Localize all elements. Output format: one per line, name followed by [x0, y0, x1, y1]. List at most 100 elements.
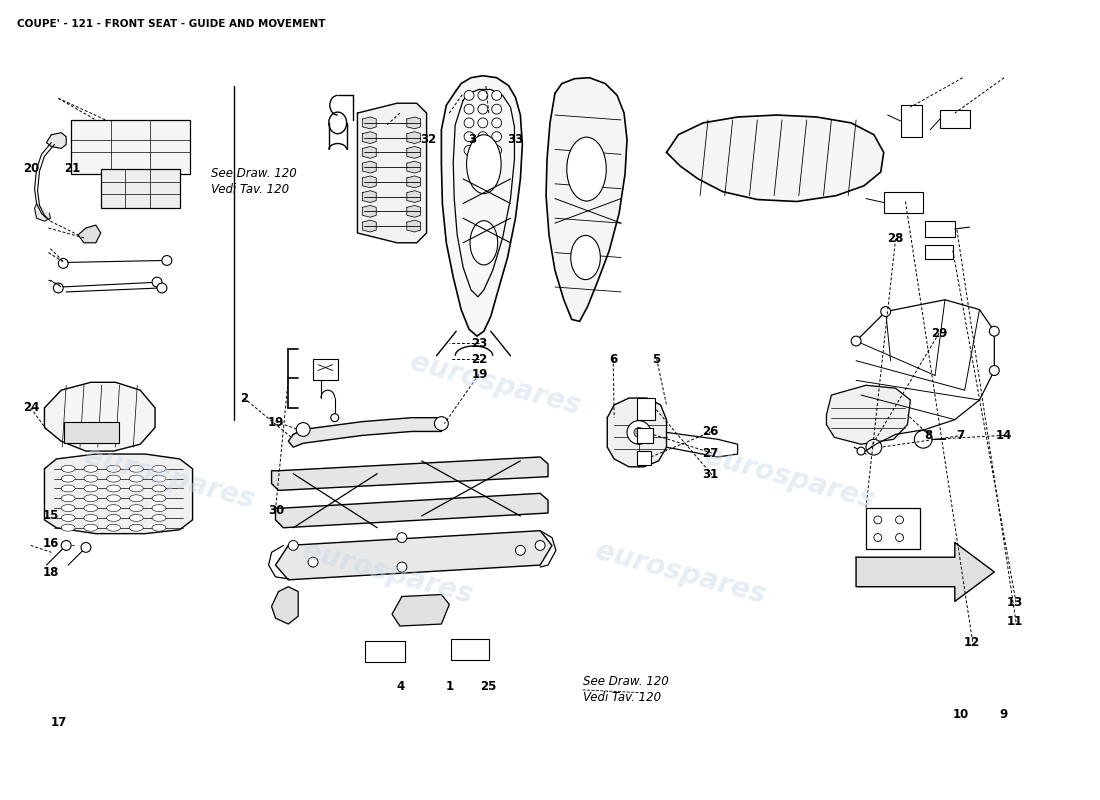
Circle shape — [881, 306, 891, 317]
Text: 30: 30 — [268, 503, 285, 517]
Circle shape — [866, 439, 882, 455]
Text: 22: 22 — [471, 353, 487, 366]
Circle shape — [308, 558, 318, 567]
Text: Vedi Tav. 120: Vedi Tav. 120 — [583, 690, 661, 704]
Circle shape — [477, 146, 487, 155]
Ellipse shape — [62, 466, 75, 472]
Ellipse shape — [107, 505, 121, 511]
Circle shape — [397, 562, 407, 572]
Polygon shape — [407, 220, 420, 232]
Bar — [637, 398, 654, 420]
Bar — [451, 638, 488, 660]
Ellipse shape — [107, 524, 121, 531]
Text: 19: 19 — [268, 415, 285, 429]
Ellipse shape — [62, 505, 75, 511]
Polygon shape — [362, 162, 376, 173]
Circle shape — [536, 541, 546, 550]
Ellipse shape — [152, 524, 166, 531]
Text: 32: 32 — [420, 133, 437, 146]
Ellipse shape — [152, 514, 166, 522]
Bar — [101, 169, 179, 208]
Text: 4: 4 — [396, 681, 404, 694]
Text: 26: 26 — [703, 425, 719, 438]
Bar — [64, 422, 119, 443]
Text: 31: 31 — [703, 468, 719, 481]
Circle shape — [634, 427, 643, 438]
Ellipse shape — [130, 485, 143, 492]
Text: 11: 11 — [1006, 615, 1023, 628]
Text: 12: 12 — [964, 636, 979, 649]
Text: 9: 9 — [1000, 708, 1008, 721]
Circle shape — [989, 326, 999, 336]
Ellipse shape — [130, 524, 143, 531]
Text: 6: 6 — [609, 353, 617, 366]
Ellipse shape — [130, 495, 143, 502]
Ellipse shape — [62, 524, 75, 531]
Ellipse shape — [84, 485, 98, 492]
Polygon shape — [272, 457, 548, 490]
Polygon shape — [407, 176, 420, 188]
Bar — [925, 245, 953, 258]
Circle shape — [492, 118, 502, 128]
Ellipse shape — [130, 475, 143, 482]
Polygon shape — [546, 78, 627, 322]
Text: 24: 24 — [23, 402, 38, 414]
Ellipse shape — [62, 485, 75, 492]
Circle shape — [54, 283, 63, 293]
Polygon shape — [358, 103, 427, 242]
Bar — [883, 192, 923, 214]
Circle shape — [989, 366, 999, 375]
Circle shape — [627, 421, 651, 444]
Circle shape — [296, 422, 310, 436]
Polygon shape — [78, 225, 101, 242]
Text: 21: 21 — [64, 162, 80, 174]
Ellipse shape — [107, 466, 121, 472]
Polygon shape — [44, 454, 192, 534]
Ellipse shape — [107, 495, 121, 502]
Polygon shape — [275, 494, 548, 528]
Text: eurospares: eurospares — [299, 537, 475, 609]
Circle shape — [81, 542, 91, 552]
Text: 20: 20 — [23, 162, 38, 174]
Circle shape — [58, 258, 68, 268]
Circle shape — [477, 90, 487, 100]
Circle shape — [152, 277, 162, 287]
Ellipse shape — [84, 495, 98, 502]
Polygon shape — [407, 162, 420, 173]
Circle shape — [914, 430, 932, 448]
Circle shape — [464, 118, 474, 128]
Circle shape — [288, 541, 298, 550]
Text: 10: 10 — [953, 708, 969, 721]
Ellipse shape — [107, 514, 121, 522]
Circle shape — [477, 132, 487, 142]
Text: 13: 13 — [1006, 596, 1023, 610]
Text: 16: 16 — [42, 537, 58, 550]
Ellipse shape — [130, 466, 143, 472]
Ellipse shape — [152, 495, 166, 502]
Circle shape — [895, 516, 903, 524]
Circle shape — [62, 541, 72, 550]
Text: eurospares: eurospares — [592, 537, 769, 609]
Text: Vedi Tav. 120: Vedi Tav. 120 — [211, 183, 289, 196]
Text: 29: 29 — [931, 326, 947, 340]
Ellipse shape — [466, 134, 502, 194]
Text: COUPE' - 121 - FRONT SEAT - GUIDE AND MOVEMENT: COUPE' - 121 - FRONT SEAT - GUIDE AND MO… — [16, 18, 326, 29]
Circle shape — [873, 534, 882, 542]
Circle shape — [492, 132, 502, 142]
Polygon shape — [272, 586, 298, 624]
Circle shape — [477, 104, 487, 114]
Ellipse shape — [571, 235, 601, 280]
Ellipse shape — [84, 475, 98, 482]
Ellipse shape — [107, 475, 121, 482]
Circle shape — [397, 533, 407, 542]
Polygon shape — [362, 190, 376, 202]
Polygon shape — [362, 176, 376, 188]
Text: 28: 28 — [888, 232, 903, 246]
Ellipse shape — [84, 514, 98, 522]
Ellipse shape — [84, 466, 98, 472]
Text: 17: 17 — [51, 716, 67, 729]
Polygon shape — [407, 206, 420, 218]
Ellipse shape — [62, 495, 75, 502]
Text: 14: 14 — [996, 429, 1012, 442]
Polygon shape — [288, 418, 447, 447]
